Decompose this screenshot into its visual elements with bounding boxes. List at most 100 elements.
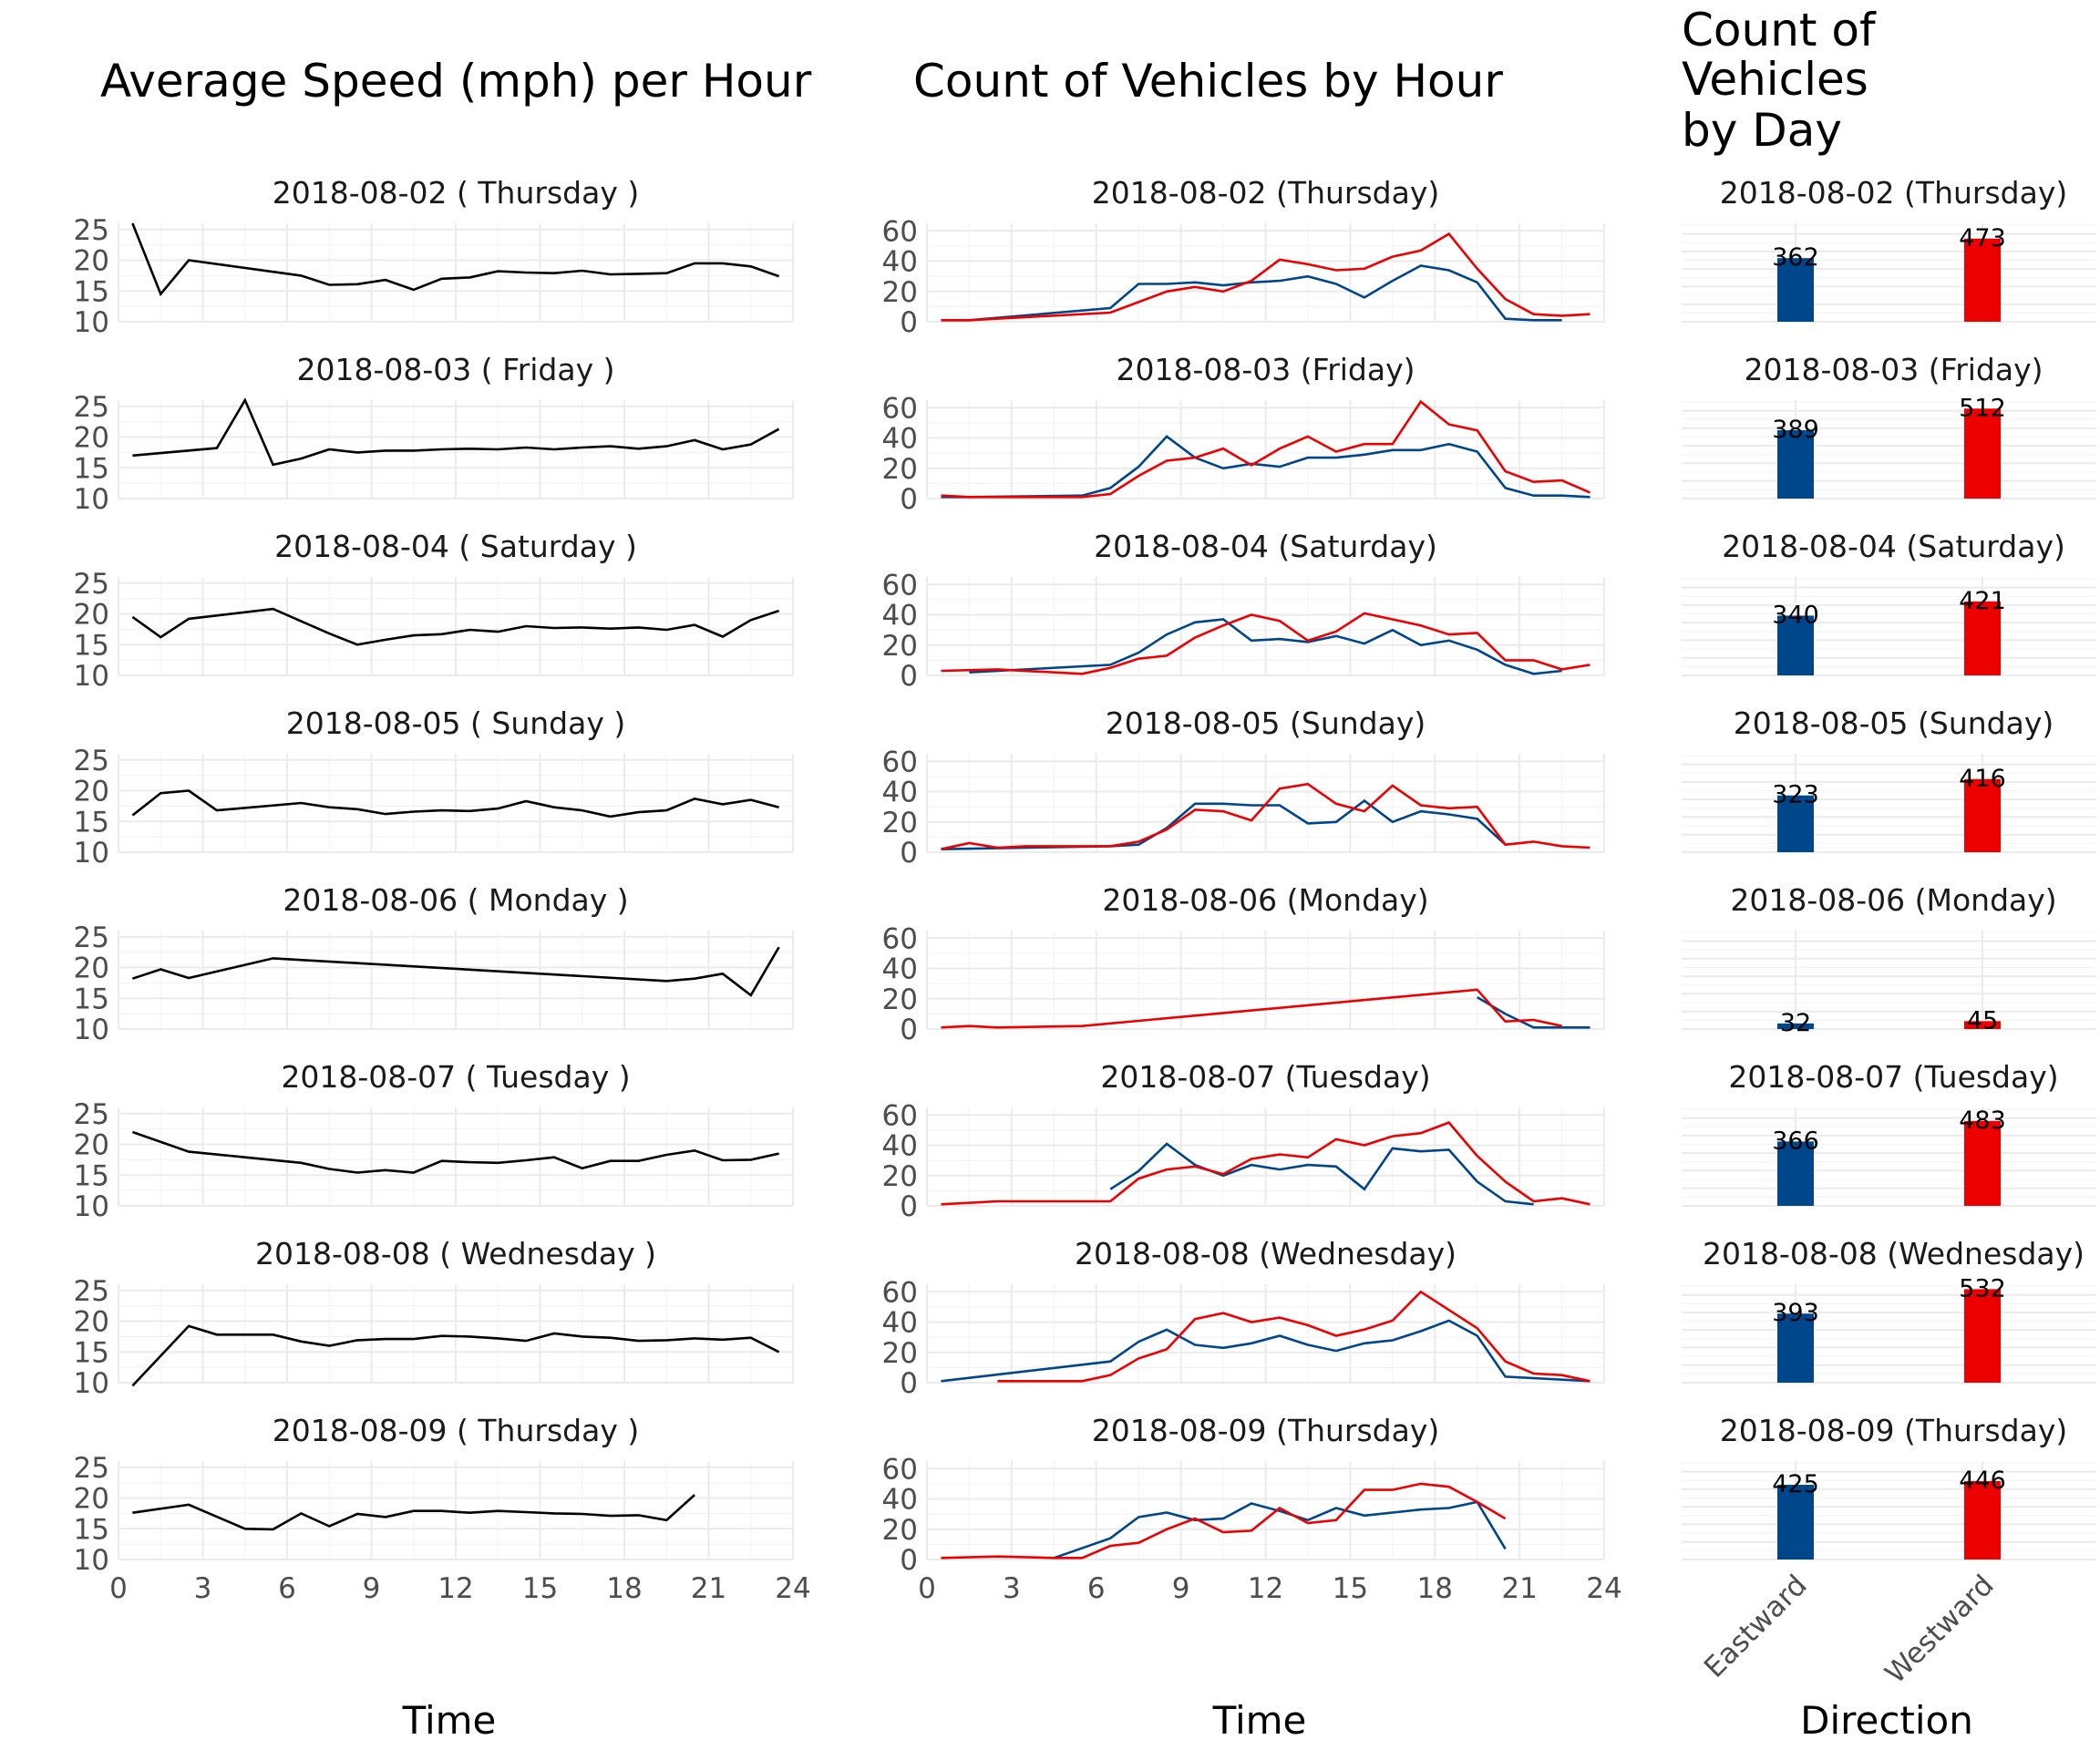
speed-y-tick: 25 xyxy=(74,568,109,601)
count-y-tick: 40 xyxy=(882,423,918,456)
day-panel-label: 2018-08-05 (Sunday) xyxy=(1734,705,2054,741)
speed-x-tick: 9 xyxy=(363,1572,381,1605)
count-y-tick: 60 xyxy=(882,569,918,602)
count-y-tick: 60 xyxy=(882,746,918,778)
bar-value-label: 389 xyxy=(1772,416,1819,444)
count-y-tick: 60 xyxy=(882,1453,918,1486)
speed-y-tick: 25 xyxy=(74,921,109,954)
bar-eastward xyxy=(1777,1485,1814,1560)
count-hour-column-title: Count of Vehicles by Hour xyxy=(913,55,1503,108)
speed-y-tick: 10 xyxy=(74,483,109,516)
speed-panel-label: 2018-08-05 ( Sunday ) xyxy=(286,705,625,741)
speed-y-tick: 20 xyxy=(74,776,109,808)
day-panel-label: 2018-08-03 (Friday) xyxy=(1744,352,2043,387)
count-y-tick: 20 xyxy=(882,453,918,486)
day-x-axis-title: Direction xyxy=(1800,1698,1973,1743)
speed-y-tick: 15 xyxy=(74,1336,109,1369)
count-day-title-line3: by Day xyxy=(1682,104,1842,157)
speed-panel-label: 2018-08-03 ( Friday ) xyxy=(296,352,614,387)
speed-y-tick: 20 xyxy=(74,1483,109,1516)
count-line-westward xyxy=(941,612,1590,675)
speed-x-tick: 15 xyxy=(522,1572,558,1605)
bar-eastward xyxy=(1777,1023,1814,1029)
speed-line-speed xyxy=(131,1130,779,1174)
count-x-tick: 18 xyxy=(1417,1572,1453,1605)
count-line-westward xyxy=(941,1121,1590,1206)
speed-panel-label: 2018-08-08 ( Wednesday ) xyxy=(255,1236,656,1271)
bar-eastward xyxy=(1777,258,1814,322)
bar-eastward xyxy=(1777,1313,1814,1383)
speed-panel-label: 2018-08-04 ( Saturday ) xyxy=(274,529,637,564)
count-y-tick: 40 xyxy=(882,777,918,809)
speed-y-tick: 10 xyxy=(74,1014,109,1046)
speed-y-tick: 15 xyxy=(74,1159,109,1192)
bar-eastward xyxy=(1777,795,1814,852)
count-y-tick: 40 xyxy=(882,953,918,986)
count-panel-label: 2018-08-08 (Wednesday) xyxy=(1075,1236,1457,1271)
count-line-eastward xyxy=(969,618,1562,675)
speed-panel-label: 2018-08-06 ( Monday ) xyxy=(283,882,628,918)
count-x-tick: 21 xyxy=(1501,1572,1537,1605)
count-x-axis-title: Time xyxy=(1212,1698,1307,1743)
count-y-tick: 0 xyxy=(900,1544,918,1577)
count-y-tick: 0 xyxy=(900,837,918,870)
speed-line-speed xyxy=(131,946,780,997)
bar-value-label: 446 xyxy=(1959,1467,2006,1495)
speed-panel-label: 2018-08-02 ( Thursday ) xyxy=(273,175,639,211)
speed-y-tick: 10 xyxy=(74,1190,109,1223)
count-line-westward xyxy=(941,1482,1507,1560)
speed-x-tick: 0 xyxy=(109,1572,128,1605)
speed-y-tick: 10 xyxy=(74,1367,109,1400)
count-y-tick: 40 xyxy=(882,246,918,279)
count-x-tick: 3 xyxy=(1003,1572,1021,1605)
count-x-tick: 9 xyxy=(1172,1572,1190,1605)
count-y-tick: 40 xyxy=(882,600,918,633)
bar-value-label: 362 xyxy=(1772,243,1819,272)
count-y-tick: 60 xyxy=(882,1099,918,1132)
bar-value-label: 425 xyxy=(1772,1470,1819,1498)
speed-x-tick: 6 xyxy=(278,1572,296,1605)
count-line-eastward xyxy=(1109,1142,1534,1206)
count-line-westward xyxy=(997,1290,1590,1383)
speed-x-tick: 12 xyxy=(438,1572,473,1605)
bar-value-label: 532 xyxy=(1959,1274,2006,1302)
count-y-tick: 20 xyxy=(882,807,918,839)
count-panel-label: 2018-08-09 (Thursday) xyxy=(1092,1413,1439,1448)
count-line-eastward xyxy=(941,264,1562,322)
count-y-tick: 60 xyxy=(882,215,918,248)
bar-value-label: 323 xyxy=(1772,781,1819,809)
speed-line-speed xyxy=(131,1324,780,1387)
bar-eastward xyxy=(1777,615,1814,675)
count-x-tick: 0 xyxy=(918,1572,936,1605)
speed-y-tick: 10 xyxy=(74,306,109,339)
day-panel-label: 2018-08-06 (Monday) xyxy=(1730,882,2056,918)
speed-y-tick: 20 xyxy=(74,952,109,985)
speed-y-tick: 20 xyxy=(74,245,109,278)
day-panel-2: 2018-08-03 (Friday) 389 512 xyxy=(1682,352,2096,499)
day-panel-5: 2018-08-06 (Monday) 32 45 xyxy=(1682,882,2096,1037)
count-y-tick: 0 xyxy=(900,483,918,516)
speed-y-tick: 25 xyxy=(74,1452,109,1485)
speed-x-tick: 18 xyxy=(606,1572,642,1605)
count-panel-label: 2018-08-06 (Monday) xyxy=(1102,882,1428,918)
speed-y-tick: 25 xyxy=(74,745,109,777)
direction-x-tick: Westward xyxy=(1879,1569,2000,1690)
day-panel-1: 2018-08-02 (Thursday) 362 473 xyxy=(1682,175,2096,323)
count-y-tick: 60 xyxy=(882,1276,918,1309)
count-panel-label: 2018-08-03 (Friday) xyxy=(1116,352,1415,387)
speed-line-speed xyxy=(131,222,780,297)
bar-westward xyxy=(1964,1289,2001,1383)
bar-westward xyxy=(1964,1480,2001,1560)
bar-value-label: 366 xyxy=(1772,1127,1819,1155)
bar-value-label: 340 xyxy=(1772,601,1819,629)
count-y-tick: 20 xyxy=(882,1514,918,1547)
count-line-westward xyxy=(941,988,1562,1029)
